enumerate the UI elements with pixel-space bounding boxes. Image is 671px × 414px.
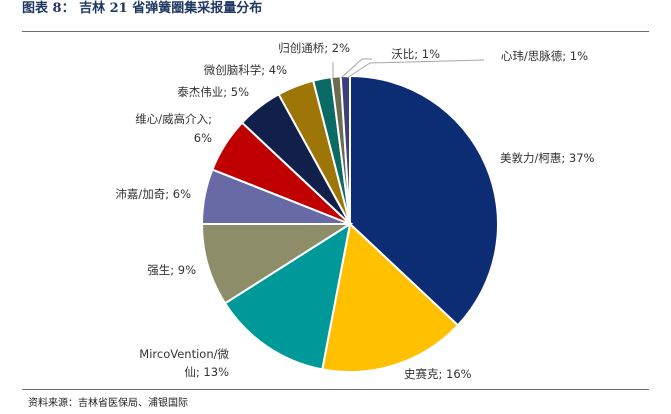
slice-label: 史赛克; 16% — [404, 367, 472, 381]
leader-lines — [332, 58, 485, 79]
slice-label: 归创通桥; 2% — [278, 41, 350, 55]
slice-label: 微创脑科学; 4% — [204, 63, 287, 77]
pie-slice — [200, 223, 354, 305]
slice-label: 泰杰伟业; 5% — [177, 85, 249, 99]
pie-slice — [223, 221, 352, 371]
slice-label: 美敦力/柯惠; 37% — [500, 151, 595, 165]
slice-label: 沛嘉/加奇; 6% — [115, 187, 191, 201]
pie-slice — [321, 222, 460, 373]
source-note: 资料来源：吉林省医保局、浦银国际 — [28, 398, 188, 409]
slice-label: 心玮/思脉德; 1% — [501, 49, 588, 63]
slice-label: 沃比; 1% — [391, 47, 440, 61]
slice-label: 维心/威高介入; 6% — [135, 112, 212, 145]
bottom-rule — [22, 389, 649, 390]
top-rule — [22, 31, 649, 32]
leader-line — [340, 58, 372, 79]
pie-slice — [349, 74, 499, 327]
slice-label: 强生; 9% — [147, 263, 196, 277]
leader-line — [346, 59, 485, 79]
slice-labels: 美敦力/柯惠; 37% 史赛克; 16% MircoVention/微仙; 13% 强… — [115, 41, 594, 381]
figure-title: 图表 8： 吉林 21 省弹簧圈集采报量分布 — [22, 1, 263, 16]
pie-slices — [200, 74, 499, 373]
slice-label: MircoVention/微仙; 13% — [139, 347, 229, 379]
